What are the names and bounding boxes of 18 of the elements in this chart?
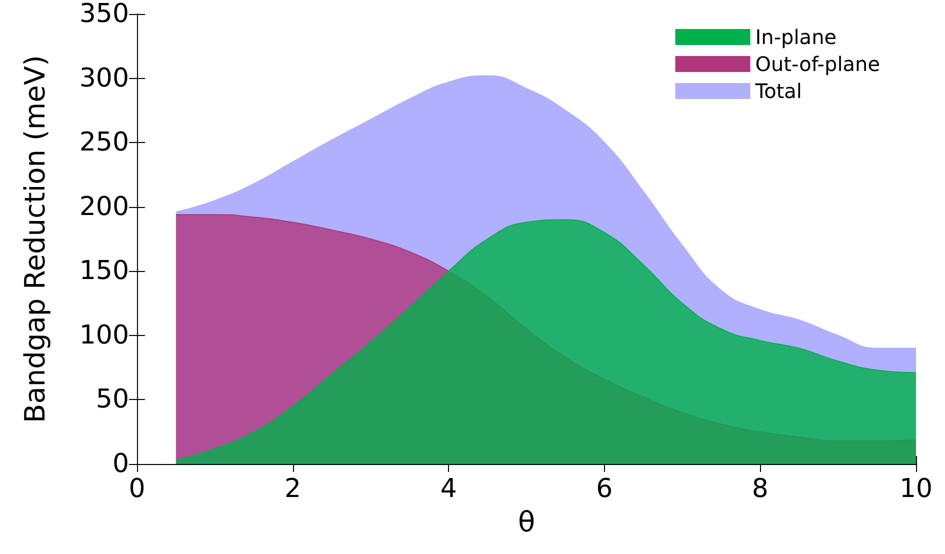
- legend-label: Out-of-plane: [755, 52, 880, 76]
- y-tick-label: 50: [96, 384, 129, 415]
- y-tick-label: 300: [79, 63, 129, 94]
- x-tick-label: 6: [596, 474, 613, 504]
- x-tick-label: 8: [752, 474, 768, 504]
- y-tick-label: 150: [79, 256, 129, 286]
- legend-label: In-plane: [755, 25, 837, 49]
- y-tick-label: 250: [79, 128, 129, 158]
- y-tick-label: 200: [79, 192, 129, 222]
- x-tick-label: 4: [440, 474, 457, 504]
- x-axis-title: θ: [518, 506, 536, 538]
- y-tick-label: 100: [79, 320, 129, 350]
- x-tick-label: 10: [899, 474, 933, 504]
- y-tick-label: 0: [112, 449, 129, 479]
- x-tick-label: 2: [284, 474, 302, 504]
- y-tick-label: 350: [79, 0, 129, 29]
- legend-label: Total: [754, 79, 802, 103]
- y-axis-title: Bandgap Reduction (meV): [18, 55, 52, 423]
